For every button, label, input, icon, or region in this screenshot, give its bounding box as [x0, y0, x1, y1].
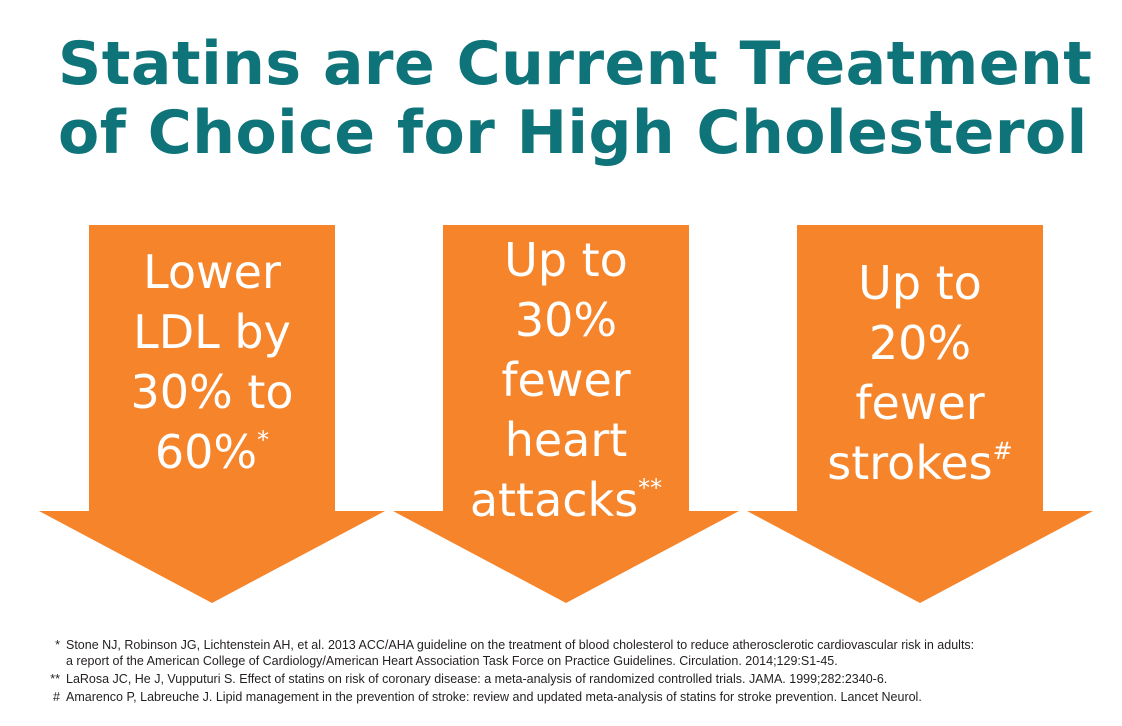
arrow-strokes-line: strokes#	[827, 436, 1013, 490]
arrow-ldl-line: 30% to	[130, 365, 294, 419]
footnote-mark: **	[638, 474, 663, 502]
reference-mark: #	[53, 690, 60, 704]
reference-item: ** LaRosa JC, He J, Vupputuri S. Effect …	[34, 671, 1114, 687]
arrow-ldl: Lower LDL by 30% to 60%*	[39, 225, 385, 603]
footnote-mark: #	[992, 437, 1013, 465]
reference-text: LaRosa JC, He J, Vupputuri S. Effect of …	[66, 672, 888, 686]
arrow-ldl-line: Lower	[143, 245, 281, 299]
title-line-2: of Choice for High Cholesterol	[58, 98, 1088, 168]
arrow-strokes-line: Up to	[858, 256, 982, 310]
down-arrow-shape-2	[393, 225, 739, 603]
arrow-ldl-line: LDL by	[133, 305, 291, 359]
arrow-heart-line: heart	[504, 413, 628, 467]
page-title: Statins are Current Treatment of Choice …	[58, 30, 1098, 168]
reference-text: Amarenco P, Labreuche J. Lipid managemen…	[66, 690, 922, 704]
arrow-heart-attacks: Up to 30% fewer heart attacks**	[393, 225, 739, 603]
arrow-ldl-text: Lower LDL by 30% to 60%*	[85, 242, 339, 482]
arrow-heart-attacks-text: Up to 30% fewer heart attacks**	[439, 230, 693, 530]
arrow-heart-line: 30%	[514, 293, 618, 347]
arrow-heart-line: fewer	[501, 353, 631, 407]
arrow-heart-line: attacks**	[469, 473, 663, 527]
arrow-strokes: Up to 20% fewer strokes#	[747, 225, 1093, 603]
arrow-strokes-line: 20%	[868, 316, 972, 370]
reference-mark: *	[55, 638, 60, 652]
down-arrow-shape-3	[747, 225, 1093, 603]
reference-item: * Stone NJ, Robinson JG, Lichtenstein AH…	[34, 637, 1114, 669]
reference-text: a report of the American College of Card…	[66, 654, 838, 668]
arrow-heart-line: Up to	[504, 233, 628, 287]
reference-mark: **	[50, 672, 60, 686]
reference-item: # Amarenco P, Labreuche J. Lipid managem…	[34, 689, 1114, 705]
footnote-mark: *	[257, 426, 270, 454]
reference-text: Stone NJ, Robinson JG, Lichtenstein AH, …	[66, 638, 975, 652]
arrow-ldl-line: 60%*	[154, 425, 270, 479]
title-line-1: Statins are Current Treatment	[58, 29, 1093, 99]
arrow-strokes-line: fewer	[855, 376, 985, 430]
arrow-strokes-text: Up to 20% fewer strokes#	[793, 253, 1047, 493]
down-arrow-shape-1	[39, 225, 385, 603]
references: * Stone NJ, Robinson JG, Lichtenstein AH…	[34, 637, 1114, 707]
